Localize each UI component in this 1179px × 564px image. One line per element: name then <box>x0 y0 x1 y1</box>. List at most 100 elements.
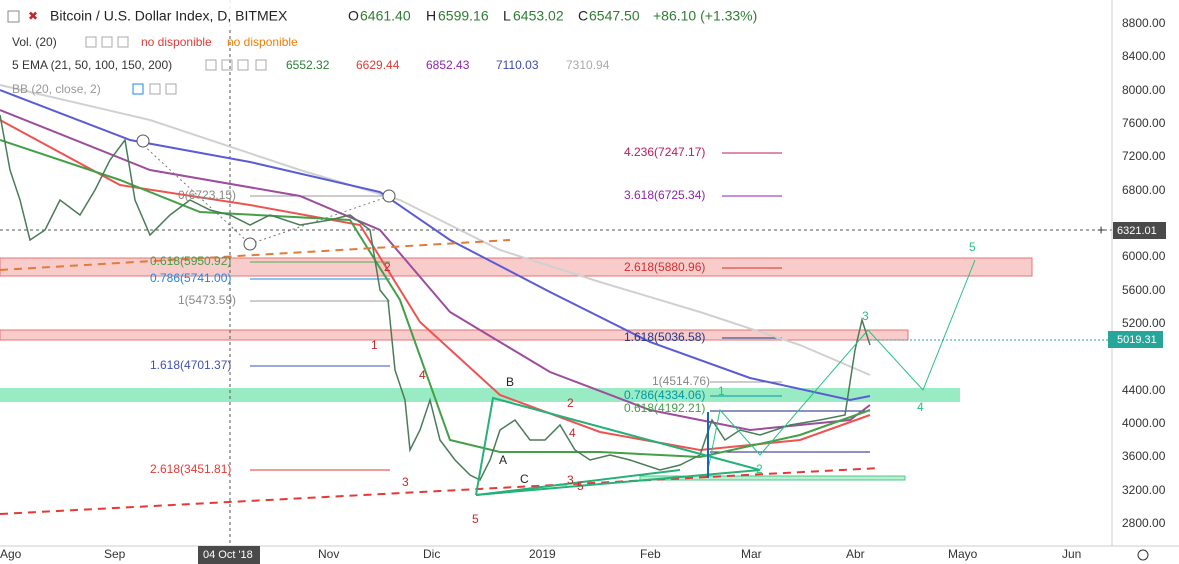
price-tick-label: 4400.00 <box>1122 383 1166 397</box>
header-bg <box>0 0 780 30</box>
time-axis-bg <box>0 546 1179 564</box>
time-tick-label: 2019 <box>529 547 556 561</box>
wave-label: C <box>520 472 529 486</box>
anchor-point <box>136 134 150 148</box>
ohlc-key: H <box>426 8 436 24</box>
trend-line <box>249 195 391 245</box>
indicator-value: no disponible <box>141 35 212 49</box>
indicator-value: 6629.44 <box>356 58 400 72</box>
change: +86.10 (+1.33%) <box>653 8 757 24</box>
time-tick-label: Sep <box>104 547 126 561</box>
crosshair-time: 04 Oct '18 <box>203 549 253 561</box>
ohlc-value: 6461.40 <box>360 8 411 24</box>
fib-label: 1.618(5036.58) <box>624 330 705 344</box>
wave-label: 2 <box>567 396 574 410</box>
price-tick-label: 7600.00 <box>1122 116 1166 130</box>
wave-label: 1 <box>371 338 378 352</box>
wave-label: 3 <box>567 473 574 487</box>
wave-label: 2 <box>756 462 763 476</box>
price-candles <box>0 114 871 482</box>
fib-label: 0.618(4192.21) <box>624 401 705 415</box>
trend-line <box>0 467 881 515</box>
fib-label: 3.618(6725.34) <box>624 188 705 202</box>
time-tick-label: Ago <box>0 547 22 561</box>
wave-projection <box>707 259 976 471</box>
crosshair-time-bg <box>198 546 260 564</box>
last-price-bg <box>1108 331 1163 348</box>
price-tick-label: 3200.00 <box>1122 483 1166 497</box>
indicator-value: 6552.32 <box>286 58 330 72</box>
last-price: 5019.31 <box>1117 334 1157 346</box>
anchor-point <box>382 189 396 203</box>
wave-label: 4 <box>917 400 924 414</box>
ohlc-key: L <box>503 8 511 24</box>
wave-label: 1 <box>718 384 725 398</box>
indicator-value: no disponible <box>227 35 298 49</box>
indicator-name[interactable]: BB (20, close, 2) <box>12 82 101 96</box>
time-tick-label: Abr <box>846 547 865 561</box>
time-tick-label: Nov <box>318 547 339 561</box>
price-tick-label: 7200.00 <box>1122 149 1166 163</box>
wave-label: 3 <box>862 309 869 323</box>
triangle-pattern <box>475 469 681 496</box>
ohlc-value: 6453.02 <box>513 8 564 24</box>
price-tick-label: 2800.00 <box>1122 516 1166 530</box>
fib-label: 2.618(5880.96) <box>624 260 705 274</box>
fib-label: 4.236(7247.17) <box>624 145 705 159</box>
price-tick-label: 6800.00 <box>1122 183 1166 197</box>
wave-label: 2 <box>384 260 391 274</box>
wave-label: 3 <box>402 475 409 489</box>
time-tick-label: Mar <box>741 547 762 561</box>
indicator-buttons[interactable] <box>85 36 267 95</box>
indicator-value: 7310.94 <box>566 58 610 72</box>
symbol[interactable]: Bitcoin / U.S. Dollar Index, D, BITMEX <box>50 8 288 24</box>
wave-label: B <box>506 375 514 389</box>
add-button[interactable]: + <box>1097 222 1105 238</box>
crosshair-price-bg <box>1113 222 1166 239</box>
wave-label: 4 <box>419 368 426 382</box>
price-axis-bg <box>1112 0 1179 564</box>
wave-label: 5 <box>577 479 584 493</box>
price-tick-label: 4000.00 <box>1122 416 1166 430</box>
ohlc-value: 6547.50 <box>589 8 640 24</box>
indicator-value: 7110.03 <box>496 58 539 72</box>
anchor-point <box>243 237 257 251</box>
ohlc-key: O <box>348 8 359 24</box>
triangle-pattern <box>475 396 761 496</box>
fib-lines <box>250 152 870 471</box>
ohlc-value: 6599.16 <box>438 8 489 24</box>
crosshair-price: 6321.01 <box>1117 225 1157 237</box>
indicator-name[interactable]: 5 EMA (21, 50, 100, 150, 200) <box>12 58 172 72</box>
price-tick-label: 5200.00 <box>1122 316 1166 330</box>
support-zone <box>639 475 906 481</box>
trend-line <box>139 141 251 245</box>
collapse-icon[interactable] <box>7 10 20 23</box>
fib-label: 0.786(5741.00) <box>150 271 231 285</box>
moving-averages <box>0 84 871 459</box>
time-tick-label: Jun <box>1062 547 1081 561</box>
wave-label: 5 <box>472 512 479 526</box>
time-tick-label: Dic <box>423 547 440 561</box>
fib-label: 0.786(4334.06) <box>624 388 705 402</box>
fib-label: 1.618(4701.37) <box>150 358 231 372</box>
fib-label: 1(5473.59) <box>178 293 236 307</box>
price-tick-label: 5600.00 <box>1122 283 1166 297</box>
wave-label: 4 <box>569 426 576 440</box>
time-tick-label: Mayo <box>948 547 978 561</box>
wave-label: 5 <box>969 240 976 254</box>
indicator-value: 6852.43 <box>426 58 470 72</box>
price-tick-label: 8400.00 <box>1122 49 1166 63</box>
price-tick-label: 8800.00 <box>1122 16 1166 30</box>
price-tick-label: 6000.00 <box>1122 249 1166 263</box>
indicator-name[interactable]: Vol. (20) <box>12 35 57 49</box>
settings-icon[interactable] <box>1137 549 1149 561</box>
resistance-zone <box>0 329 909 341</box>
trend-line <box>0 239 511 271</box>
fib-label: 2.618(3451.81) <box>150 462 231 476</box>
ohlc-key: C <box>578 8 588 24</box>
fib-label: 0.618(5950.92) <box>150 254 231 268</box>
wave-label: A <box>499 453 507 467</box>
fib-label: 1(4514.76) <box>652 374 710 388</box>
time-tick-label: Feb <box>640 547 661 561</box>
